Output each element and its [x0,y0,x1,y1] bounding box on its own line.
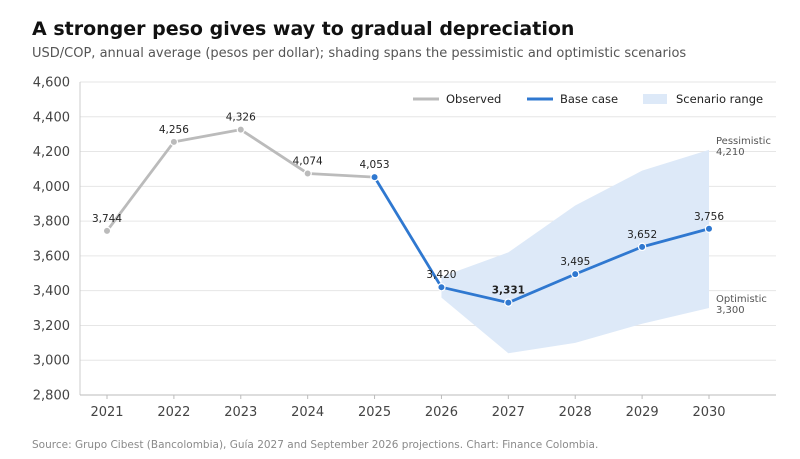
point-base-case-2026 [437,282,446,292]
x-tick-label-2021: 2021 [90,405,123,420]
point-observed-2021 [102,226,112,236]
y-tick-label-3000: 3,000 [33,354,70,369]
annotation-pessimistic-value: 4,210 [716,147,745,158]
data-label-observed-2025: 4,053 [360,159,390,171]
legend-label-base-case: Base case [560,92,618,106]
legend-label-observed: Observed [446,92,501,106]
chart-title: A stronger peso gives way to gradual dep… [32,18,575,40]
x-tick-label-2030: 2030 [692,405,725,420]
chart-subtitle: USD/COP, annual average (pesos per dolla… [32,46,687,61]
series-points [102,125,714,307]
legend-swatch-scenario-range [643,94,667,104]
point-base-case-2029 [637,242,647,252]
y-tick-label-3600: 3,600 [33,249,70,264]
y-tick-label-4600: 4,600 [33,76,70,91]
point-base-case-2028 [571,269,580,279]
point-base-case-2030 [704,224,714,233]
x-tick-label-2022: 2022 [157,405,190,420]
y-tick-label-4200: 4,200 [33,145,70,160]
y-tick-label-4400: 4,400 [33,110,70,125]
y-tick-label-3200: 3,200 [33,319,70,334]
x-tick-label-2025: 2025 [358,405,391,420]
data-label-base-case-2028: 3,495 [560,256,590,268]
point-observed-2024 [303,169,312,178]
scenario-range-band [441,149,709,354]
annotation-optimistic: Optimistic [716,294,767,305]
x-tick-label-2024: 2024 [291,405,324,420]
annotation-pessimistic: Pessimistic [716,136,771,147]
point-observed-2023 [236,125,245,134]
data-label-observed-2023: 4,326 [226,112,256,124]
y-tick-label-4000: 4,000 [33,180,70,195]
legend-label-scenario-range: Scenario range [676,92,763,106]
point-base-case-2025 [370,172,379,182]
series-line-observed [105,128,376,233]
data-label-base-case-2030: 3,756 [694,211,724,223]
axes: 2,800 3,000 3,200 3,400 3,600 3,800 4,000 4,200… [33,76,776,420]
point-base-case-2027 [504,298,513,307]
scenario-range-area [441,149,709,354]
annotation-optimistic-value: 3,300 [716,305,745,316]
data-label-base-case-2029: 3,652 [627,229,657,241]
y-tick-label-3800: 3,800 [33,215,70,230]
data-label-base-case-2027: 3,331 [492,285,525,297]
y-tick-label-3400: 3,400 [33,284,70,299]
x-tick-label-2028: 2028 [559,405,592,420]
data-labels: 3,744 4,256 4,326 4,074 4,053 3,420 3,331 3,495… [92,112,724,297]
data-label-observed-2024: 4,074 [293,155,323,167]
point-observed-2022 [169,137,179,147]
data-label-observed-2021: 3,744 [92,213,122,225]
y-tick-label-2800: 2,800 [33,389,70,404]
data-label-base-case-2026: 3,420 [426,269,456,281]
x-tick-label-2029: 2029 [626,405,659,420]
x-tick-label-2023: 2023 [224,405,257,420]
series-line-base-case [373,175,711,305]
x-tick-label-2026: 2026 [425,405,458,420]
source-note: Source: Grupo Cibest (Bancolombia), Guía… [32,439,599,451]
x-tick-label-2027: 2027 [492,405,525,420]
data-label-observed-2022: 4,256 [159,124,189,136]
legend: Observed Base case Scenario range [413,92,763,106]
